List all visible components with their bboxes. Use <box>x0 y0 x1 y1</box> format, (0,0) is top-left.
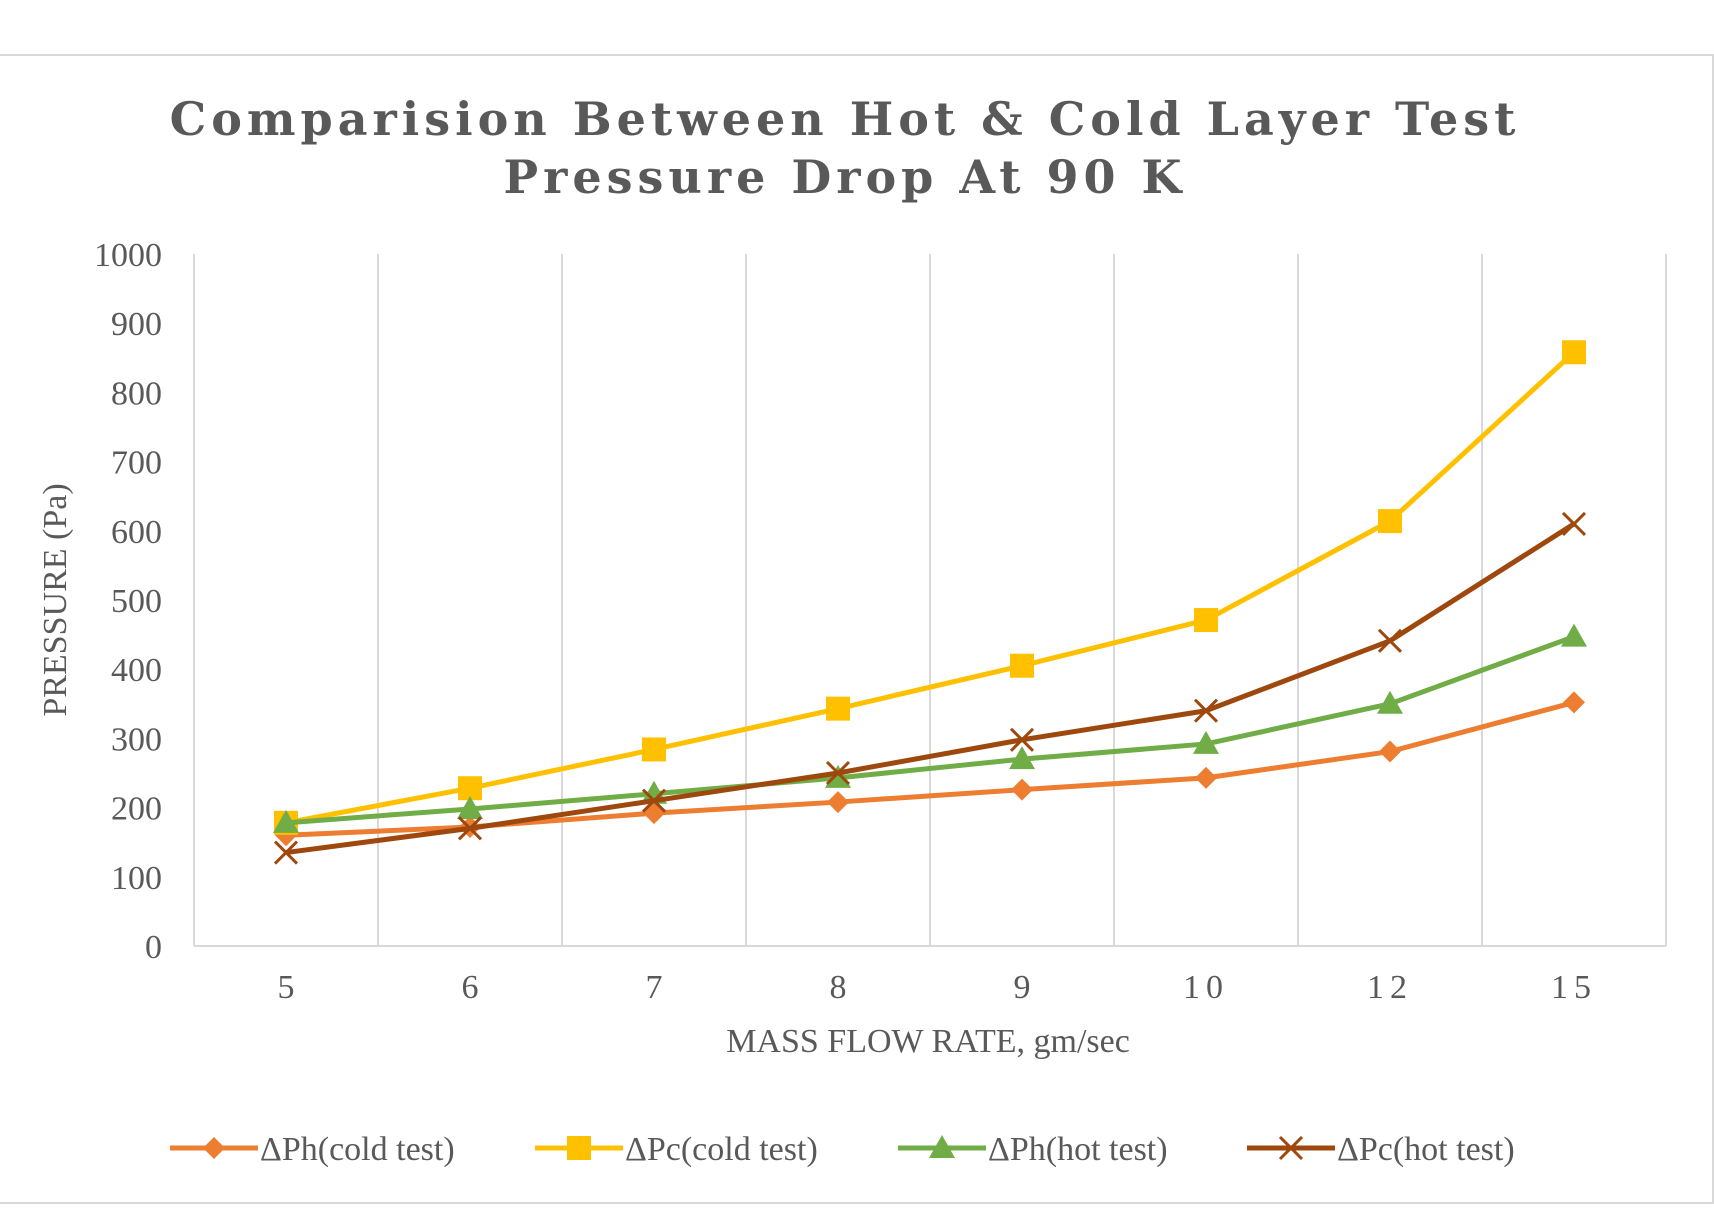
legend-label: ΔPc(hot test) <box>1337 1131 1515 1168</box>
chart-title-line-2: Pressure Drop At 90 K <box>504 150 1187 204</box>
data-point <box>1010 653 1034 678</box>
data-point <box>1561 511 1587 536</box>
series-4 <box>273 511 1587 865</box>
data-point <box>1379 740 1401 763</box>
gridlines <box>193 254 1667 946</box>
data-point <box>273 840 299 865</box>
data-point <box>1193 730 1219 754</box>
y-tick-label: 400 <box>111 652 162 689</box>
series-line <box>285 350 1576 826</box>
series-3 <box>273 623 1587 833</box>
y-tick-label: 0 <box>145 929 162 966</box>
y-tick-label: 500 <box>111 583 162 620</box>
y-axis-label: PRESSURE (Pa) <box>37 483 74 716</box>
chart-title: Comparision Between Hot & Cold Layer Tes… <box>170 92 1521 204</box>
legend-label: ΔPc(cold test) <box>625 1131 818 1168</box>
legend-item: ΔPc(hot test) <box>1247 1131 1515 1168</box>
data-point <box>457 816 483 841</box>
y-tick-label: 200 <box>111 791 162 828</box>
x-tick-label: 6 <box>462 969 479 1006</box>
y-tick-labels: 0 100 200 300 400 500 600 700 800 900 1000 <box>94 237 162 966</box>
x-tick-label: 10 <box>1183 969 1229 1006</box>
data-point <box>825 764 851 788</box>
data-point <box>1009 727 1035 752</box>
data-point <box>1561 623 1587 647</box>
y-tick-label: 700 <box>111 445 162 482</box>
data-point <box>1011 778 1033 801</box>
y-tick-label: 300 <box>111 721 162 758</box>
data-point <box>1194 608 1218 633</box>
x-tick-label: 7 <box>646 969 663 1006</box>
data-point <box>826 696 850 721</box>
data-point <box>643 802 665 825</box>
x-tick-label: 8 <box>830 969 847 1006</box>
legend-item: ΔPc(cold test) <box>535 1131 818 1168</box>
data-point <box>1378 509 1402 534</box>
data-point <box>825 760 851 786</box>
series-line <box>285 521 1576 856</box>
x-tick-label: 12 <box>1367 969 1413 1006</box>
y-tick-label: 100 <box>111 860 162 897</box>
y-tick-label: 600 <box>111 514 162 551</box>
chart-title-line-1: Comparision Between Hot & Cold Layer Tes… <box>170 92 1521 146</box>
chart-frame <box>0 54 1714 1204</box>
y-tick-label: 900 <box>111 306 162 343</box>
legend-item: ΔPh(cold test) <box>170 1131 455 1168</box>
data-point <box>1377 690 1403 714</box>
x-tick-label: 9 <box>1014 969 1031 1006</box>
legend-label: ΔPh(cold test) <box>260 1131 455 1168</box>
legend-marker <box>1278 1135 1304 1161</box>
data-point <box>1193 698 1219 723</box>
data-point <box>827 791 849 814</box>
data-point <box>1563 691 1585 714</box>
x-tick-label: 15 <box>1551 969 1597 1006</box>
legend-label: ΔPh(hot test) <box>988 1131 1168 1168</box>
legend-marker <box>203 1137 225 1159</box>
data-point <box>1377 628 1403 653</box>
data-point <box>641 788 667 813</box>
legend: ΔPh(cold test) ΔPc(cold test) ΔPh(hot test… <box>170 1131 1515 1168</box>
legend-marker <box>567 1136 591 1160</box>
x-axis-label: MASS FLOW RATE, gm/sec <box>726 1023 1130 1060</box>
x-tick-labels: 5 6 7 8 9 10 12 15 <box>278 969 1597 1006</box>
legend-marker <box>929 1135 955 1158</box>
legend-item: ΔPh(hot test) <box>898 1131 1168 1168</box>
y-tick-label: 800 <box>111 375 162 412</box>
y-tick-label: 1000 <box>94 237 162 274</box>
series-layer <box>273 340 1587 865</box>
data-point <box>642 737 666 762</box>
data-point <box>273 809 299 833</box>
series-line <box>285 634 1575 826</box>
data-point <box>457 795 483 819</box>
data-point <box>1009 746 1035 770</box>
data-point <box>1195 766 1217 789</box>
x-tick-label: 5 <box>278 969 295 1006</box>
data-point <box>1562 340 1586 365</box>
